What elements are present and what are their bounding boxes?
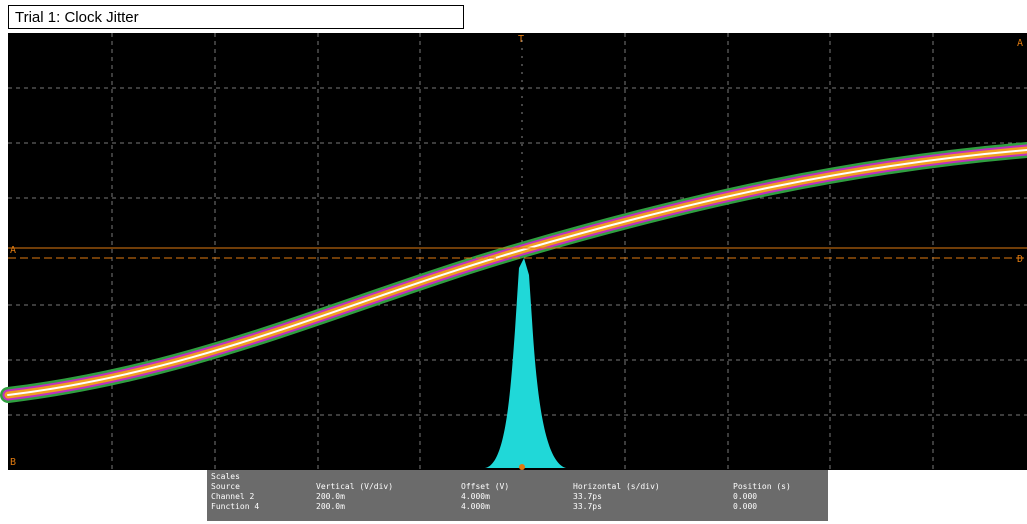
col-header: Vertical (V/div)	[316, 482, 461, 492]
scope-window: T A A D B Trial 1: Clock Jitter Scales S…	[0, 0, 1027, 524]
title-box: Trial 1: Clock Jitter	[8, 5, 464, 29]
cell: Channel 2	[211, 492, 316, 502]
col-header: Position (s)	[733, 482, 823, 492]
scales-table: Scales Source Vertical (V/div) Offset (V…	[207, 470, 828, 521]
scales-row: Function 4 200.0m 4.000m 33.7ps 0.000	[211, 502, 824, 512]
scales-row: Channel 2 200.0m 4.000m 33.7ps 0.000	[211, 492, 824, 502]
cell: 200.0m	[316, 492, 461, 502]
cell: 0.000	[733, 502, 823, 512]
cursor-d-label: D	[1017, 254, 1023, 265]
col-header: Source	[211, 482, 316, 492]
trigger-marker: T	[518, 34, 524, 45]
scales-header: Source Vertical (V/div) Offset (V) Horiz…	[211, 482, 824, 492]
cursor-a-label: A	[10, 245, 16, 256]
cell: 4.000m	[461, 502, 573, 512]
cell: 0.000	[733, 492, 823, 502]
cursor-b-label: B	[10, 457, 16, 468]
cell: Function 4	[211, 502, 316, 512]
cell: 200.0m	[316, 502, 461, 512]
scales-title: Scales	[211, 472, 824, 482]
col-header: Offset (V)	[461, 482, 573, 492]
cell: 33.7ps	[573, 492, 733, 502]
cell: 33.7ps	[573, 502, 733, 512]
cursor-a-top: A	[1017, 38, 1023, 49]
col-header: Horizontal (s/div)	[573, 482, 733, 492]
cell: 4.000m	[461, 492, 573, 502]
scope-display: T A A D B	[0, 0, 1027, 524]
